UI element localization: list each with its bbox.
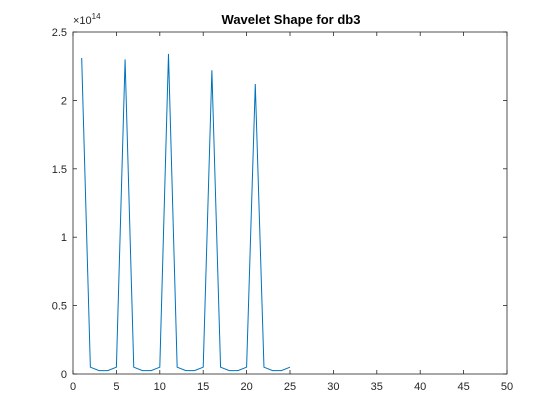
axes-box	[72, 31, 508, 375]
x-tick-label: 15	[197, 381, 209, 393]
x-tick-label: 5	[113, 381, 119, 393]
y-tick-label: 0.5	[52, 301, 67, 313]
x-tick-label: 45	[457, 381, 469, 393]
y-axis-multiplier-base: ×10	[73, 15, 92, 27]
y-tick-label: 2	[61, 95, 67, 107]
x-tick-label: 35	[371, 381, 383, 393]
x-tick-label: 30	[327, 381, 339, 393]
x-tick-label: 10	[154, 381, 166, 393]
y-axis-multiplier: ×1014	[73, 12, 101, 27]
y-tick-label: 1.5	[52, 164, 67, 176]
y-tick-label: 2.5	[52, 27, 67, 39]
y-axis-multiplier-exponent: 14	[92, 12, 101, 21]
series-line-0	[81, 53, 291, 372]
x-tick-label: 25	[284, 381, 296, 393]
x-tick-label: 50	[501, 381, 513, 393]
x-tick-label: 0	[70, 381, 76, 393]
y-tick-label: 1	[61, 232, 67, 244]
plot-area: 0 5 10 15 20 25 30 35 40 45 50 0 0.5 1 1.5 2 2.5	[52, 27, 513, 393]
y-tick-label: 0	[61, 369, 67, 381]
x-tick-label: 20	[240, 381, 252, 393]
chart-title: Wavelet Shape for db3	[222, 12, 361, 27]
x-tick-label: 40	[414, 381, 426, 393]
